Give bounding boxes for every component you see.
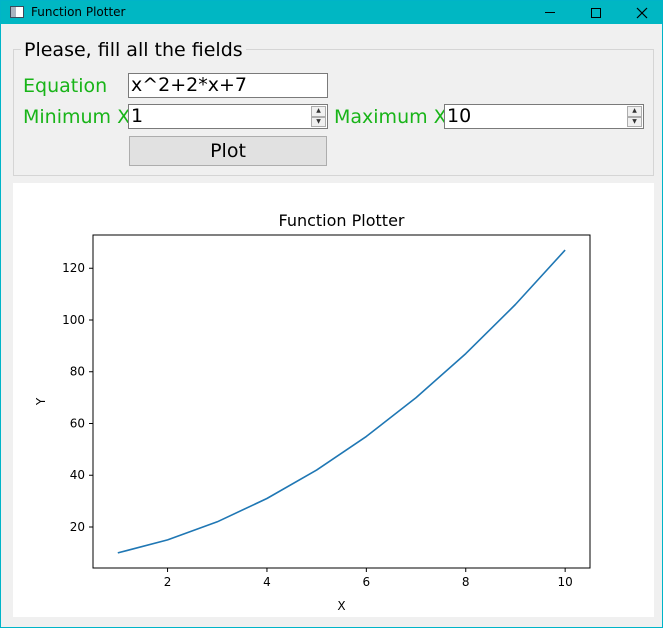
minimize-button[interactable] [527,1,573,24]
input-group-box [13,49,654,176]
window-title: Function Plotter [31,5,126,19]
maximum-x-spinbox[interactable]: 10 ▲ ▼ [444,104,644,129]
maximize-button[interactable] [573,1,619,24]
x-tick-label: 8 [462,575,470,589]
function-plot: Function Plotter 2 4 6 8 10 20 40 60 80 100 120 X Y [34,211,591,613]
y-tick-label: 60 [70,416,85,430]
plot-axes-frame [92,234,591,569]
spin-down-icon[interactable]: ▼ [627,116,642,127]
maximize-icon [591,7,601,18]
close-button[interactable] [619,1,663,24]
y-tick-label: 20 [70,520,85,534]
y-tick-label: 80 [70,365,85,379]
x-tick-label: 10 [558,575,573,589]
spin-down-icon[interactable]: ▼ [311,116,326,127]
minimize-icon [545,12,555,13]
maximum-x-value: 10 [447,105,472,127]
x-tick-label: 4 [263,575,271,589]
x-tick-label: 6 [363,575,371,589]
title-bar[interactable]: Function Plotter [1,1,662,24]
maximum-x-label: Maximum X [334,106,447,128]
x-tick-label: 2 [164,575,172,589]
minimum-x-label: Minimum X [23,106,131,128]
x-axis-label: X [337,599,345,613]
y-tick-label: 40 [70,468,85,482]
chart-title: Function Plotter [279,211,405,230]
function-line [117,249,566,554]
minimum-x-spinbox[interactable]: 1 ▲ ▼ [128,104,328,129]
y-tick-label: 100 [62,313,85,327]
minimum-x-value: 1 [131,105,144,127]
plot-canvas: Function Plotter 2 4 6 8 10 20 40 60 80 100 120 X Y [13,183,654,617]
spin-up-icon[interactable]: ▲ [311,106,326,117]
y-axis-label: Y [34,397,48,406]
equation-label: Equation [23,75,108,97]
close-icon [636,7,648,18]
spin-up-icon[interactable]: ▲ [627,106,642,117]
y-tick-label: 120 [62,261,85,275]
plot-button[interactable]: Plot [129,136,327,166]
equation-input[interactable]: x^2+2*x+7 [128,73,328,98]
app-icon [10,6,24,18]
group-title: Please, fill all the fields [21,39,246,61]
